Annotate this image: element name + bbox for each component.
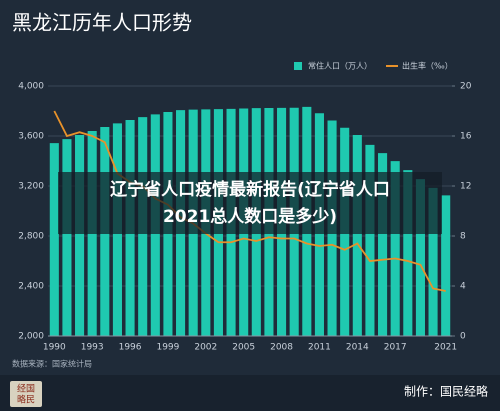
x-tick-label: 1999: [156, 343, 179, 353]
source: 数据来源：国家统计局: [12, 359, 92, 369]
x-tick-label: 1993: [81, 343, 104, 353]
bar: [49, 143, 59, 336]
x-tick-label: 2014: [346, 343, 369, 353]
y2-tick-label: 4: [460, 282, 466, 292]
legend-swatch: [294, 62, 302, 70]
bar: [62, 139, 72, 336]
logo-box: [10, 381, 42, 407]
logo-text: 经国: [17, 383, 35, 395]
bar: [378, 153, 388, 336]
y-tick-label: 3,600: [18, 132, 44, 142]
credit: 制作：国民经略: [404, 384, 488, 399]
bar: [441, 195, 451, 336]
x-tick-label: 2002: [194, 343, 217, 353]
y-tick-label: 3,200: [18, 182, 44, 192]
overlay-text: 2021总人数口是多少): [163, 206, 337, 227]
y-tick-label: 2,400: [18, 282, 44, 292]
y-tick-label: 4,000: [18, 82, 44, 92]
x-tick-label: 2021: [434, 343, 457, 353]
chart-title: 黑龙江历年人口形势: [12, 11, 192, 35]
bar: [352, 135, 362, 336]
y2-tick-label: 12: [460, 182, 471, 192]
x-tick-label: 2011: [308, 343, 331, 353]
legend-label: 常住人口（万人）: [308, 61, 372, 71]
bar: [403, 170, 413, 336]
y2-tick-label: 16: [460, 132, 472, 142]
bar: [365, 144, 375, 336]
overlay-banner: [58, 172, 442, 234]
overlay-text: 辽宁省人口疫情最新报告(辽宁省人口: [110, 179, 390, 200]
x-tick-label: 2005: [232, 343, 255, 353]
y-tick-label: 2,000: [18, 332, 44, 342]
bar: [428, 187, 438, 336]
bar: [390, 161, 400, 336]
x-tick-label: 1996: [119, 343, 142, 353]
x-tick-label: 1990: [43, 343, 66, 353]
x-tick-label: 2017: [384, 343, 407, 353]
bar: [415, 179, 425, 336]
bar: [75, 135, 85, 336]
y-tick-label: 2,800: [18, 232, 44, 242]
y2-tick-label: 8: [460, 232, 466, 242]
y2-tick-label: 20: [460, 82, 472, 92]
y2-tick-label: 0: [460, 332, 466, 342]
legend-label: 出生率（‰）: [402, 61, 453, 71]
logo-text: 略民: [17, 394, 35, 406]
footer-bar: [0, 375, 500, 411]
x-tick-label: 2008: [270, 343, 293, 353]
